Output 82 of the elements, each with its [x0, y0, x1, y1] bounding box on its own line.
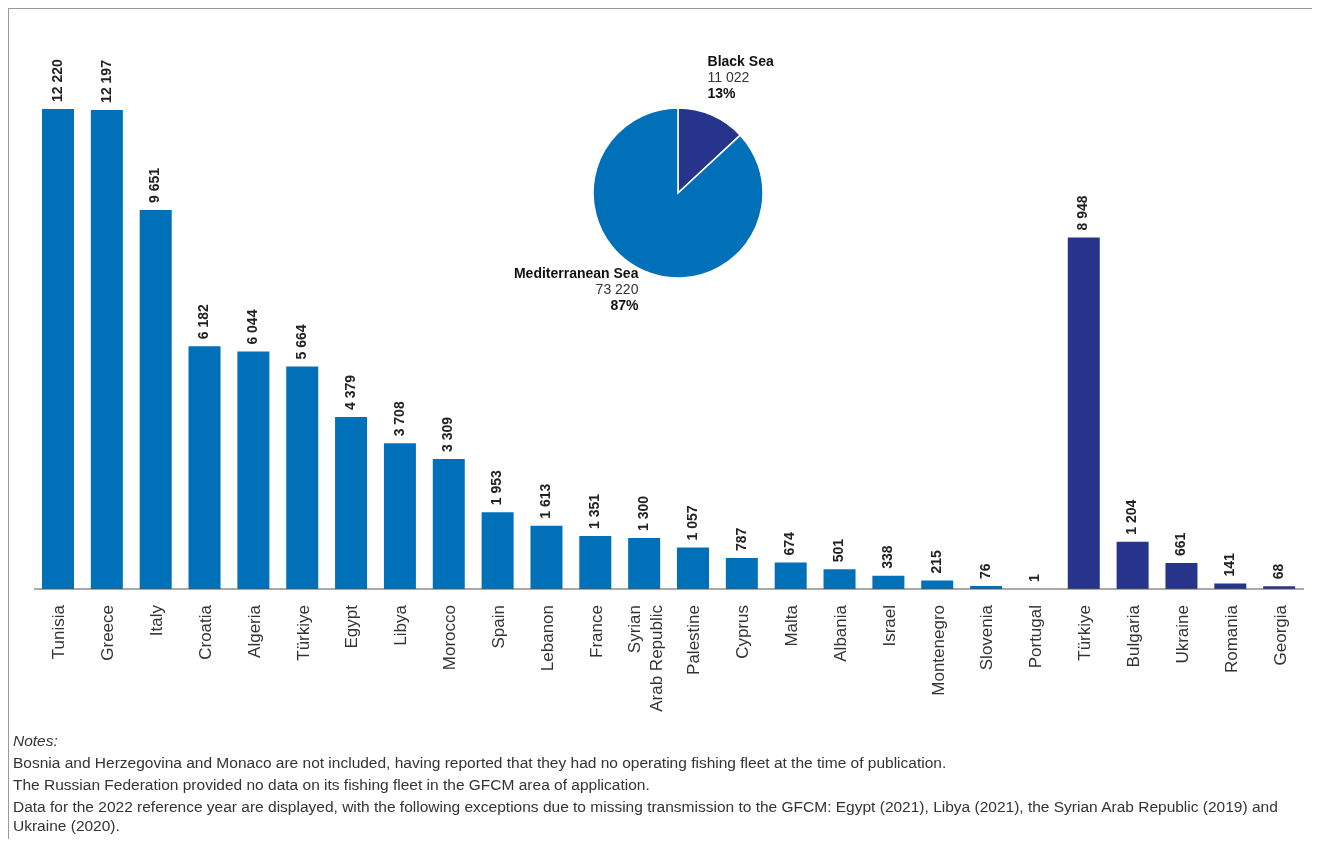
data-label: 3 309 [439, 416, 456, 453]
bar [139, 209, 172, 589]
x-tick-label: Egypt [342, 604, 362, 649]
data-label: 6 182 [195, 303, 212, 340]
data-label: 73 220 87% [595, 280, 639, 313]
bar [530, 525, 563, 589]
data-label: 1 300 [634, 495, 651, 531]
x-tick-label: Montenegro [928, 605, 948, 696]
data-label: 11 022 13% [707, 69, 750, 102]
data-label: 1 613 [537, 483, 554, 519]
x-tick-label: Libya [391, 604, 411, 646]
data-label: 9 651 [146, 167, 163, 203]
data-label: 338 [879, 545, 896, 569]
x-tick-label: Syrian Arab Republic [624, 604, 666, 712]
slice-label: Mediterranean Sea [513, 264, 639, 281]
bar [774, 562, 807, 589]
bar [286, 366, 319, 589]
x-tick-label: Lebanon [537, 605, 557, 672]
x-tick-label: Türkiye [293, 605, 313, 661]
x-tick-label: Albania [830, 604, 850, 662]
data-label: 674 [781, 531, 798, 556]
x-tick-label: Cyprus [733, 605, 753, 659]
bar [188, 346, 221, 589]
x-tick-label: Spain [488, 605, 508, 649]
x-tick-label: Italy [147, 604, 167, 637]
x-tick-label: Tunisia [49, 604, 69, 660]
text: Bosnia and Herzegovina and Monaco are not included, having reported that they had no operating fishing fleet at the time of publication. [13, 753, 948, 772]
data-label: 1 057 [683, 505, 700, 541]
x-tick-label: Ukraine [1172, 605, 1192, 664]
x-tick-label: Portugal [1026, 605, 1046, 669]
bar [1067, 237, 1100, 589]
bar [677, 547, 709, 589]
bar [823, 569, 856, 589]
text: Data for the 2022 reference year are displayed, with the following exceptions due to missing transmission to the GFCM: Egypt (2021), Libya (2021), the Syrian Arab Republic (2019) and Ukraine (2020). [13, 797, 1279, 835]
data-label: 8 948 [1074, 195, 1091, 231]
x-tick-label: Greece [98, 605, 118, 661]
data-label: 1 204 [1123, 499, 1140, 535]
bar [432, 459, 465, 589]
bar [1116, 541, 1149, 589]
bar [628, 537, 661, 589]
bar [481, 512, 514, 589]
data-label: 4 379 [341, 374, 358, 410]
data-label: 1 351 [586, 493, 603, 529]
bar [335, 416, 368, 589]
x-tick-label: Bulgaria [1123, 604, 1143, 668]
data-label: 1 953 [488, 470, 505, 506]
data-label: 6 044 [244, 309, 261, 345]
data-label: 3 708 [390, 401, 407, 437]
data-label: 68 [1269, 563, 1286, 580]
bar [237, 351, 270, 589]
bar [90, 109, 123, 589]
data-label: 12 220 [48, 58, 65, 102]
data-label: 787 [732, 527, 749, 552]
bar [579, 535, 612, 589]
bar [872, 575, 905, 589]
data-label: 141 [1221, 552, 1238, 577]
data-label: 5 664 [292, 324, 309, 360]
x-tick-label: France [586, 605, 606, 658]
x-tick-label: Malta [782, 604, 802, 647]
x-tick-label: Morocco [440, 605, 460, 671]
bar [1165, 563, 1198, 589]
bar [1214, 583, 1247, 589]
bar [383, 443, 416, 589]
data-label: 215 [927, 549, 944, 574]
x-tick-label: Romania [1221, 604, 1241, 674]
bar [725, 558, 758, 589]
text: The Russian Federation provided no data on its fishing fleet in the GFCM area of application. [13, 775, 651, 794]
x-tick-label: Algeria [244, 604, 264, 658]
x-tick-label: Türkiye [1075, 605, 1095, 661]
x-tick-label: Israel [879, 605, 899, 647]
data-label: 661 [1172, 532, 1189, 557]
x-tick-label: Slovenia [977, 604, 997, 671]
text: Notes: [13, 731, 59, 750]
data-label: 76 [976, 563, 993, 580]
data-label: 12 197 [97, 59, 114, 103]
bar [42, 109, 74, 589]
data-label: 501 [830, 538, 847, 563]
x-tick-label: Palestine [684, 605, 704, 675]
x-tick-label: Croatia [195, 604, 215, 660]
x-tick-label: Georgia [1270, 604, 1290, 666]
data-label: 1 [1025, 573, 1042, 582]
slice-label: Black Sea [707, 53, 774, 70]
